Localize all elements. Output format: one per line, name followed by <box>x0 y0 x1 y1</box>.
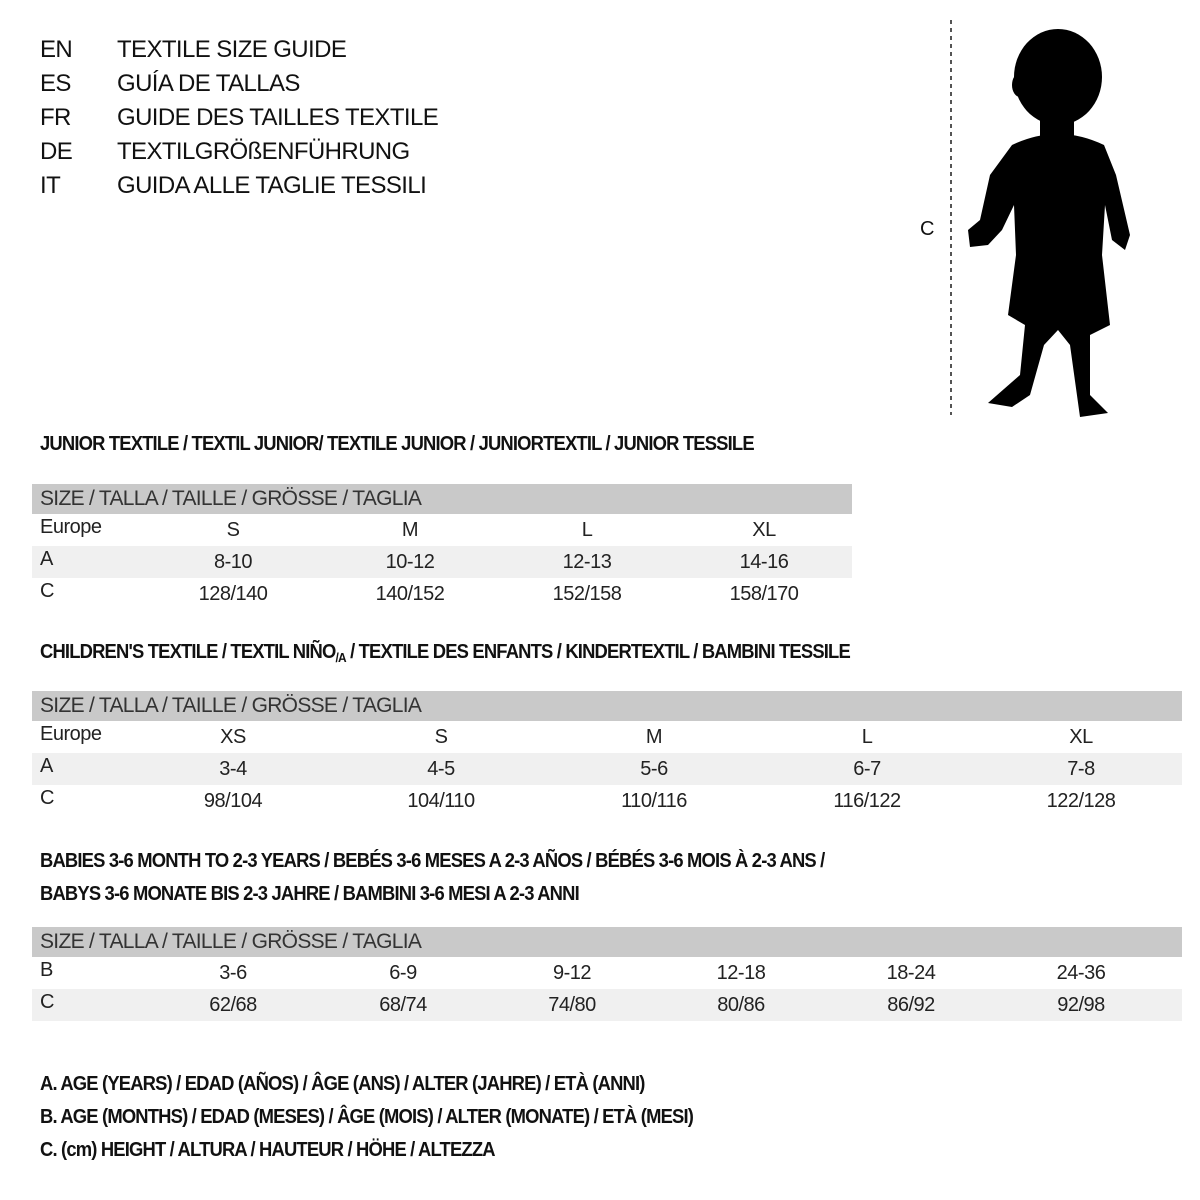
cell: 12-18 <box>716 962 766 984</box>
lang-title: GUIDA ALLE TAGLIE TESSILI <box>117 172 427 199</box>
row-label: Europe <box>40 516 102 538</box>
language-row-it: IT GUIDA ALLE TAGLIE TESSILI <box>40 169 438 203</box>
cell: 68/74 <box>379 994 427 1016</box>
cell: 8-10 <box>213 551 253 573</box>
table-row: Europe S M L XL <box>32 514 852 546</box>
table-row: A 3-4 4-5 5-6 6-7 7-8 <box>32 753 1182 785</box>
language-row-fr: FR GUIDE DES TAILLES TEXTILE <box>40 101 439 135</box>
cell: L <box>581 519 593 541</box>
language-row-de: DE TEXTILGRÖßENFÜHRUNG <box>40 135 438 169</box>
cell: 14-16 <box>739 551 789 573</box>
language-row-en: EN TEXTILE SIZE GUIDE <box>40 33 438 67</box>
table-header: SIZE / TALLA / TAILLE / GRÖSSE / TAGLIA <box>32 927 1182 957</box>
cell: 92/98 <box>1057 994 1105 1016</box>
lang-code: FR <box>40 104 71 131</box>
cell: 74/80 <box>548 994 596 1016</box>
legend-b: B. AGE (MONTHS) / EDAD (MESES) / ÂGE (MO… <box>40 1106 694 1128</box>
babies-title-line1: BABIES 3-6 MONTH TO 2-3 YEARS / BEBÉS 3-… <box>40 850 825 872</box>
table-row: B 3-6 6-9 9-12 12-18 18-24 24-36 <box>32 957 1182 989</box>
cell: 5-6 <box>640 758 668 780</box>
cell: 9-12 <box>552 962 592 984</box>
cell: 24-36 <box>1056 962 1106 984</box>
cell: 12-13 <box>562 551 612 573</box>
language-row-es: ES GUÍA DE TALLAS <box>40 67 438 101</box>
row-label: Europe <box>40 723 102 745</box>
table-row: C 62/68 68/74 74/80 80/86 86/92 92/98 <box>32 989 1182 1021</box>
children-title: CHILDREN'S TEXTILE / TEXTIL NIÑO/A / TEX… <box>40 641 851 665</box>
cell: 3-4 <box>219 758 247 780</box>
babies-size-table: SIZE / TALLA / TAILLE / GRÖSSE / TAGLIA … <box>32 927 1182 1021</box>
cell: 140/152 <box>375 583 445 605</box>
cell: XL <box>752 519 776 541</box>
cell: 152/158 <box>552 583 622 605</box>
child-silhouette-icon <box>950 20 1130 417</box>
legend-c: C. (cm) HEIGHT / ALTURA / HAUTEUR / HÖHE… <box>40 1139 496 1161</box>
row-label: A <box>40 548 53 570</box>
cell: S <box>434 726 448 748</box>
table-row: Europe XS S M L XL <box>32 721 1182 753</box>
cell: 6-9 <box>389 962 417 984</box>
row-label: B <box>40 959 53 981</box>
title-subscript: /A <box>335 650 346 665</box>
children-size-table: SIZE / TALLA / TAILLE / GRÖSSE / TAGLIA … <box>32 691 1182 817</box>
cell: 6-7 <box>853 758 881 780</box>
cell: 158/170 <box>729 583 799 605</box>
cell: 62/68 <box>209 994 257 1016</box>
cell: 3-6 <box>219 962 247 984</box>
lang-code: IT <box>40 172 61 199</box>
language-titles: EN TEXTILE SIZE GUIDE ES GUÍA DE TALLAS FR… <box>40 33 439 203</box>
title-text: / TEXTILE DES ENFANTS / KINDERTEXTIL / B… <box>345 641 851 663</box>
lang-title: TEXTILGRÖßENFÜHRUNG <box>117 138 410 165</box>
cell: 86/92 <box>887 994 935 1016</box>
lang-title: GUÍA DE TALLAS <box>117 70 300 97</box>
junior-size-table: SIZE / TALLA / TAILLE / GRÖSSE / TAGLIA … <box>32 484 852 610</box>
row-label: C <box>40 787 54 809</box>
cell: L <box>861 726 873 748</box>
cell: S <box>226 519 240 541</box>
cell: M <box>645 726 663 748</box>
cell: 80/86 <box>717 994 765 1016</box>
cell: 18-24 <box>886 962 936 984</box>
cell: 98/104 <box>203 790 263 812</box>
table-row: C 128/140 140/152 152/158 158/170 <box>32 578 852 610</box>
cell: 110/116 <box>621 790 687 812</box>
cell: 7-8 <box>1067 758 1095 780</box>
cell: XL <box>1069 726 1093 748</box>
title-text: CHILDREN'S TEXTILE / TEXTIL NIÑO <box>40 641 336 663</box>
row-label: A <box>40 755 53 777</box>
legend-a: A. AGE (YEARS) / EDAD (AÑOS) / ÂGE (ANS)… <box>40 1073 645 1095</box>
cell: 122/128 <box>1046 790 1116 812</box>
lang-code: EN <box>40 36 73 63</box>
junior-title: JUNIOR TEXTILE / TEXTIL JUNIOR/ TEXTILE … <box>40 433 755 455</box>
cell: 104/110 <box>407 790 475 812</box>
cell: 10-12 <box>385 551 435 573</box>
lang-code: ES <box>40 70 71 97</box>
lang-code: DE <box>40 138 73 165</box>
cell: 116/122 <box>833 790 901 812</box>
cell: XS <box>220 726 246 748</box>
table-row: A 8-10 10-12 12-13 14-16 <box>32 546 852 578</box>
cell: 128/140 <box>198 583 268 605</box>
cell: 4-5 <box>427 758 455 780</box>
table-row: C 98/104 104/110 110/116 116/122 122/128 <box>32 785 1182 817</box>
table-header: SIZE / TALLA / TAILLE / GRÖSSE / TAGLIA <box>32 691 1182 721</box>
table-header: SIZE / TALLA / TAILLE / GRÖSSE / TAGLIA <box>32 484 852 514</box>
row-label: C <box>40 991 54 1013</box>
height-label: C <box>920 218 935 240</box>
cell: M <box>401 519 419 541</box>
lang-title: TEXTILE SIZE GUIDE <box>117 36 347 63</box>
babies-title-line2: BABYS 3-6 MONATE BIS 2-3 JAHRE / BAMBINI… <box>40 883 580 905</box>
row-label: C <box>40 580 54 602</box>
lang-title: GUIDE DES TAILLES TEXTILE <box>117 104 439 131</box>
